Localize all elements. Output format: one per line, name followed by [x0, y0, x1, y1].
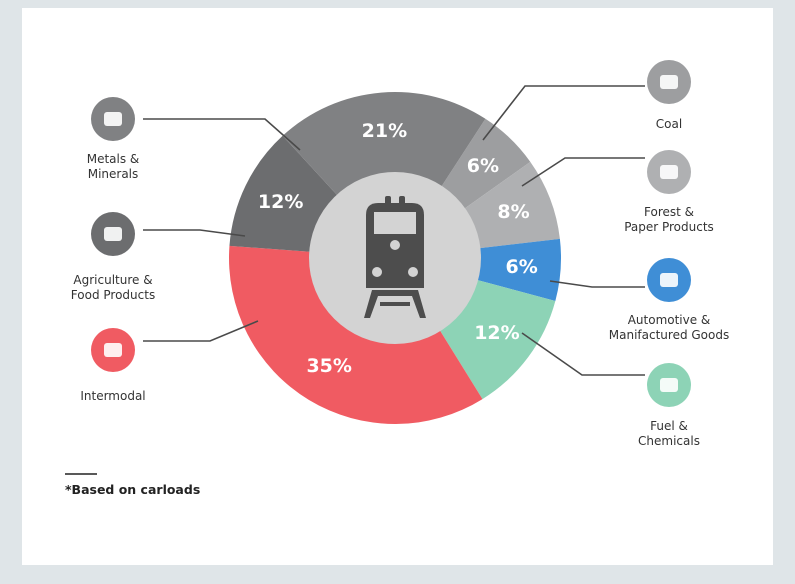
icon-glyph	[104, 112, 122, 126]
value-label: 12%	[258, 191, 303, 213]
category-label: Automotive & Manifactured Goods	[609, 313, 729, 342]
icons: Coal Forest & Paper Products Automotive & Ma…	[71, 60, 729, 448]
icon-glyph	[660, 378, 678, 392]
category-label: Agriculture & Food Products	[71, 273, 155, 302]
slice	[229, 245, 483, 424]
category-label: Fuel & Chemicals	[638, 419, 700, 448]
category-label: Metals & Minerals	[87, 152, 140, 181]
value-label: 6%	[506, 256, 538, 278]
category-label: Forest & Paper Products	[624, 205, 714, 234]
leader-line	[521, 332, 645, 376]
leader-line	[549, 280, 645, 288]
leader-line	[143, 320, 259, 342]
icon-glyph	[660, 75, 678, 89]
leader-line	[143, 118, 301, 151]
leader-line	[521, 157, 645, 187]
category-label: Coal	[656, 117, 682, 131]
value-label: 8%	[497, 201, 529, 223]
footnote: *Based on carloads	[65, 482, 200, 497]
category-label: Intermodal	[80, 389, 145, 403]
icon-glyph	[104, 343, 122, 357]
value-label: 35%	[306, 355, 351, 377]
leader-line	[482, 85, 645, 141]
icon-glyph	[660, 165, 678, 179]
value-label: 12%	[474, 322, 519, 344]
leader-line	[143, 229, 246, 237]
icon-glyph	[660, 273, 678, 287]
value-label: 21%	[362, 120, 407, 142]
value-label: 6%	[467, 155, 499, 177]
icon-glyph	[104, 227, 122, 241]
train-icon	[364, 196, 426, 318]
